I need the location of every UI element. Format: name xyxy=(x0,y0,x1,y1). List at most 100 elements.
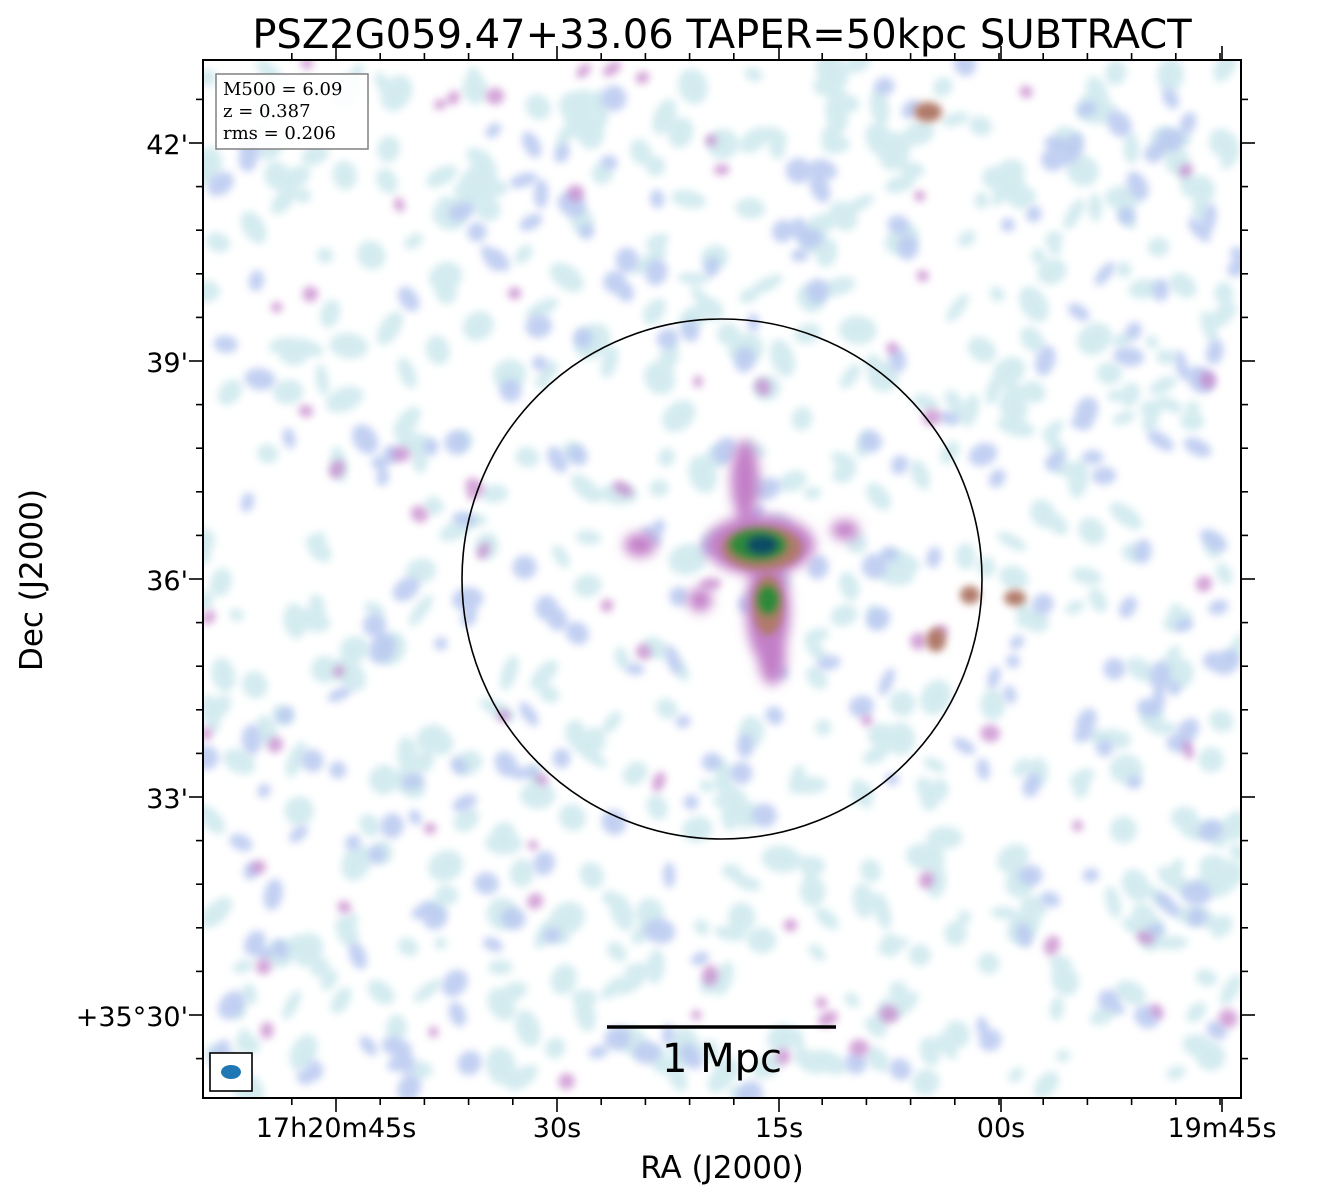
emission-blob xyxy=(413,979,442,1003)
emission-blob xyxy=(1098,989,1120,1011)
emission-blob xyxy=(296,608,331,632)
emission-blob xyxy=(830,604,858,627)
emission-blob xyxy=(635,643,652,661)
emission-blob xyxy=(807,554,829,580)
emission-blob xyxy=(576,63,591,79)
emission-blob xyxy=(600,976,628,999)
emission-blob xyxy=(888,980,909,1004)
emission-blob xyxy=(1088,193,1103,222)
emission-blob xyxy=(1229,246,1241,261)
emission-blob xyxy=(1144,143,1165,163)
emission-blob xyxy=(699,577,722,591)
emission-blob xyxy=(1042,428,1067,459)
emission-blob xyxy=(411,447,428,474)
redshift-label: z = 0.387 xyxy=(223,101,311,122)
emission-blob xyxy=(242,671,268,699)
emission-blob xyxy=(1104,885,1122,919)
emission-blob xyxy=(450,756,468,775)
emission-blob xyxy=(808,943,826,962)
emission-blob xyxy=(573,741,607,768)
emission-blob xyxy=(1046,512,1068,535)
emission-blob xyxy=(526,298,559,320)
emission-blob xyxy=(1216,562,1233,585)
emission-blob xyxy=(494,751,518,778)
emission-blob xyxy=(240,492,255,513)
emission-blob xyxy=(578,223,595,240)
emission-blob xyxy=(325,386,364,413)
emission-blob xyxy=(810,1049,847,1075)
emission-blob xyxy=(867,723,899,750)
emission-blob xyxy=(1152,278,1170,302)
emission-blob xyxy=(333,665,345,678)
emission-blob xyxy=(267,736,284,753)
emission-blob xyxy=(1071,567,1103,586)
emission-blob xyxy=(1043,935,1060,956)
emission-blob xyxy=(301,145,329,166)
emission-blob xyxy=(488,959,513,975)
emission-blob xyxy=(649,479,669,497)
emission-blob xyxy=(535,373,550,390)
emission-blob xyxy=(817,1010,838,1027)
emission-blob xyxy=(663,862,676,889)
emission-blob xyxy=(791,406,813,431)
emission-blob xyxy=(923,757,946,773)
emission-blob xyxy=(434,884,459,906)
emission-blob xyxy=(571,989,598,1006)
emission-blob xyxy=(838,571,860,601)
emission-blob xyxy=(604,1026,631,1051)
emission-blob xyxy=(844,1052,868,1075)
emission-blob xyxy=(908,944,931,966)
emission-blob xyxy=(1200,310,1218,344)
emission-blob xyxy=(332,160,357,190)
emission-blob xyxy=(609,893,635,931)
emission-blob xyxy=(1156,128,1185,152)
emission-blob xyxy=(434,636,448,651)
emission-blob xyxy=(665,645,682,675)
emission-blob xyxy=(946,293,969,323)
emission-blob xyxy=(376,168,398,194)
emission-blob xyxy=(844,992,860,1008)
emission-blob xyxy=(1031,593,1054,615)
emission-blob xyxy=(558,804,587,831)
emission-blob xyxy=(575,530,602,545)
emission-blob xyxy=(1080,94,1118,114)
emission-blob xyxy=(803,486,822,500)
emission-blob xyxy=(1082,868,1100,883)
emission-blob xyxy=(209,567,232,597)
emission-blob xyxy=(550,963,577,995)
emission-blob xyxy=(1179,111,1197,135)
emission-blob xyxy=(250,860,267,875)
emission-blob xyxy=(525,94,551,121)
emission-blob xyxy=(570,474,601,503)
emission-blob xyxy=(646,794,668,820)
emission-blob xyxy=(526,893,544,910)
emission-blob xyxy=(1178,163,1193,177)
emission-blob xyxy=(809,159,837,180)
emission-blob xyxy=(961,393,980,428)
emission-blob xyxy=(997,843,1029,874)
emission-blob xyxy=(203,897,233,928)
emission-blob xyxy=(1033,1071,1059,1098)
emission-blob xyxy=(1227,257,1241,278)
emission-blob xyxy=(955,60,972,70)
emission-blob xyxy=(716,323,741,346)
emission-blob xyxy=(462,311,494,341)
emission-blob xyxy=(1212,649,1241,675)
emission-blob xyxy=(509,858,535,888)
emission-blob xyxy=(1187,907,1207,927)
emission-blob xyxy=(1182,1034,1215,1058)
emission-blob xyxy=(850,781,874,806)
emission-blob xyxy=(371,456,389,472)
emission-blob xyxy=(282,990,302,1020)
central-radio-source xyxy=(624,102,1026,685)
emission-blob xyxy=(668,543,708,576)
emission-blob xyxy=(1095,739,1114,757)
emission-blob xyxy=(376,469,390,486)
emission-blob xyxy=(447,90,460,105)
emission-blob xyxy=(914,190,926,202)
emission-blob xyxy=(1198,854,1232,885)
emission-blob xyxy=(1145,335,1159,349)
emission-blob xyxy=(707,1066,734,1093)
emission-blob xyxy=(392,576,420,602)
